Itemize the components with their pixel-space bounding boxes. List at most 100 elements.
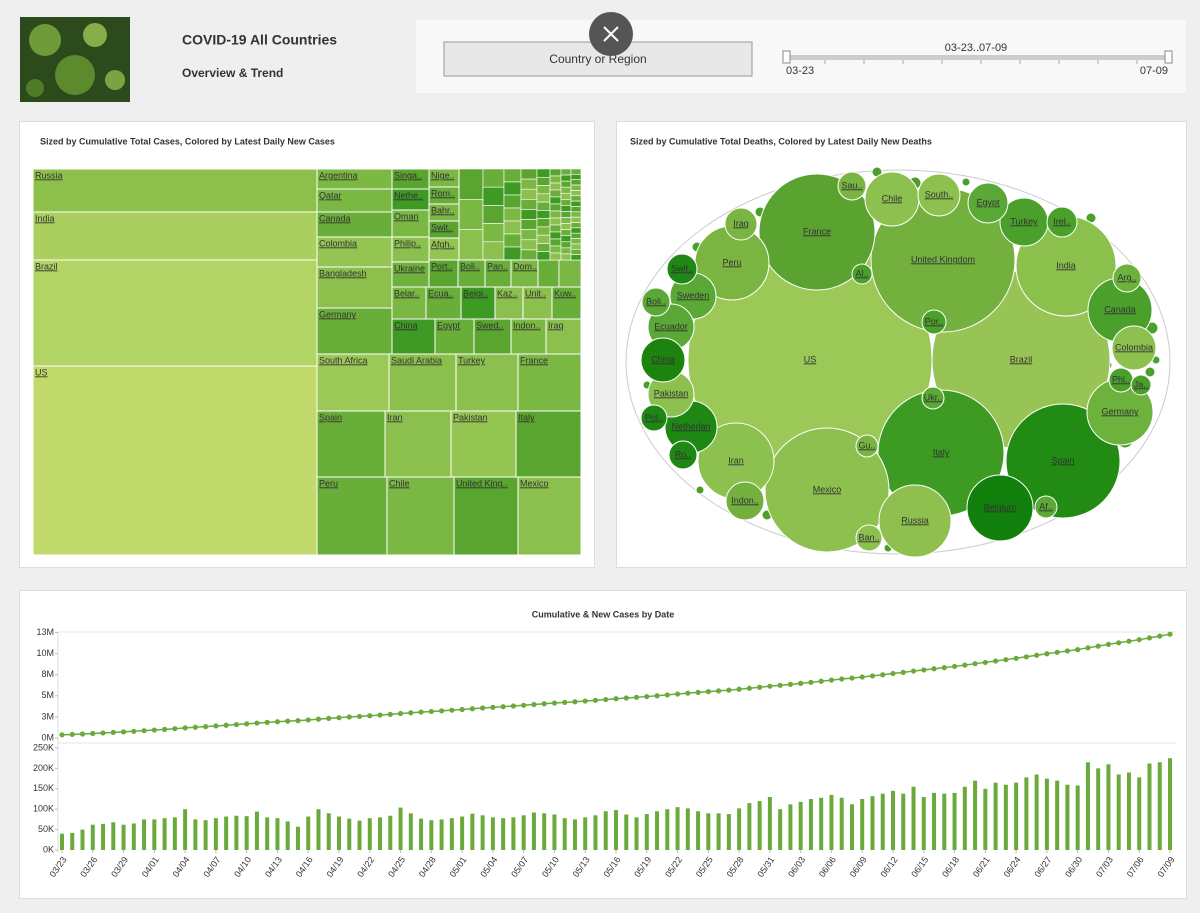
line-point (674, 691, 681, 697)
bar (408, 813, 413, 850)
bar (265, 817, 270, 850)
line-point (120, 729, 127, 735)
treemap-label: Peru (319, 478, 338, 488)
bubble-label: Irel.. (1053, 216, 1071, 226)
line-point (90, 730, 96, 737)
treemap-cell (570, 222, 582, 229)
line-point (736, 686, 742, 692)
line-point (992, 658, 999, 664)
bar (716, 813, 721, 850)
treemap-cell (503, 168, 522, 183)
line-point (921, 667, 927, 673)
bubble-chart: US Brazil United Kingdom France India Italy Sp… (640, 166, 1161, 558)
treemap-label: China (394, 320, 418, 330)
thumbnail (20, 17, 130, 102)
bar (962, 786, 967, 850)
line-point (767, 683, 773, 689)
treemap-cell (434, 318, 475, 355)
range-slider[interactable] (782, 50, 1173, 64)
treemap-cell (536, 234, 551, 244)
bubble (921, 309, 947, 335)
line-point (531, 701, 537, 708)
bubble (725, 481, 765, 521)
treemap-cell (536, 210, 551, 219)
treemap-cell (520, 199, 538, 210)
treemap-cell (536, 201, 551, 211)
line-point (1116, 640, 1122, 646)
treemap-cell (520, 188, 538, 200)
line-point (849, 675, 855, 681)
line-point (192, 724, 198, 730)
treemap-cell (455, 353, 519, 412)
treemap-label: Pakistan (453, 412, 488, 422)
line-point (1075, 647, 1081, 653)
treemap-cell (536, 176, 551, 186)
treemap-label: Nige.. (431, 170, 455, 180)
line-point (418, 709, 424, 715)
line-point (490, 704, 496, 710)
bar (429, 820, 434, 850)
line-point (859, 674, 865, 680)
y-tick-label: 10M (36, 648, 54, 658)
treemap-cell (520, 209, 538, 220)
bar (942, 793, 947, 850)
bubble-label: Indon.. (731, 495, 759, 505)
treemap-label: Kuw.. (554, 288, 576, 298)
treemap-label: Germany (319, 309, 357, 319)
treemap-cell (549, 224, 562, 233)
treemap-label: Mexico (520, 478, 549, 488)
line-point (1105, 641, 1112, 647)
bar (829, 794, 834, 850)
treemap-cell (549, 203, 562, 212)
treemap-cell (384, 410, 452, 478)
line-point (100, 730, 106, 736)
bar (111, 822, 116, 850)
treemap-cell (32, 365, 318, 556)
treemap-cell (482, 205, 505, 224)
treemap-label: Qatar (319, 190, 342, 200)
treemap-cell (517, 476, 582, 556)
treemap-label: Pan.. (487, 261, 508, 271)
treemap-cell (536, 251, 551, 261)
line-point (356, 713, 363, 720)
button-label[interactable]: Country or Region (549, 52, 646, 66)
treemap-cell (316, 353, 390, 412)
bar (562, 818, 567, 850)
treemap-cell (457, 259, 486, 288)
bubble-label: Gu.. (858, 440, 875, 450)
treemap-cell (517, 353, 582, 412)
bar (860, 799, 865, 850)
treemap-cell (536, 193, 551, 203)
bar (737, 808, 742, 850)
bubble-label: Russia (901, 515, 929, 525)
line-point (469, 706, 475, 712)
close-button[interactable] (589, 12, 633, 56)
line-point (1157, 633, 1163, 639)
bar (521, 815, 526, 850)
bar (254, 811, 259, 850)
bubble-label: Ban.. (858, 532, 879, 542)
bubble-label: US (804, 354, 817, 364)
plot-frame (57, 631, 1176, 852)
line-point (244, 721, 250, 727)
line-point (1136, 637, 1142, 643)
line-point (757, 684, 763, 690)
treemap-cell (32, 168, 318, 213)
treemap-cell (549, 182, 562, 191)
treemap-label: Indon.. (513, 320, 541, 330)
bar (1137, 777, 1142, 850)
treemap-label: Argentina (319, 170, 358, 180)
treemap-label: Kaz.. (497, 288, 518, 298)
treemap-cell (549, 231, 562, 240)
bubble (1130, 374, 1152, 396)
line-point (305, 717, 311, 723)
bubble-label: Ja.. (1134, 379, 1149, 389)
treemap-cell (570, 200, 582, 207)
treemap-label: Rom.. (431, 188, 455, 198)
bar (295, 826, 300, 850)
treemap-label: Egypt (437, 320, 461, 330)
bar (952, 792, 957, 850)
bubble (966, 474, 1034, 542)
treemap-cell (520, 249, 538, 261)
y-tick-label: 200K (33, 763, 54, 773)
